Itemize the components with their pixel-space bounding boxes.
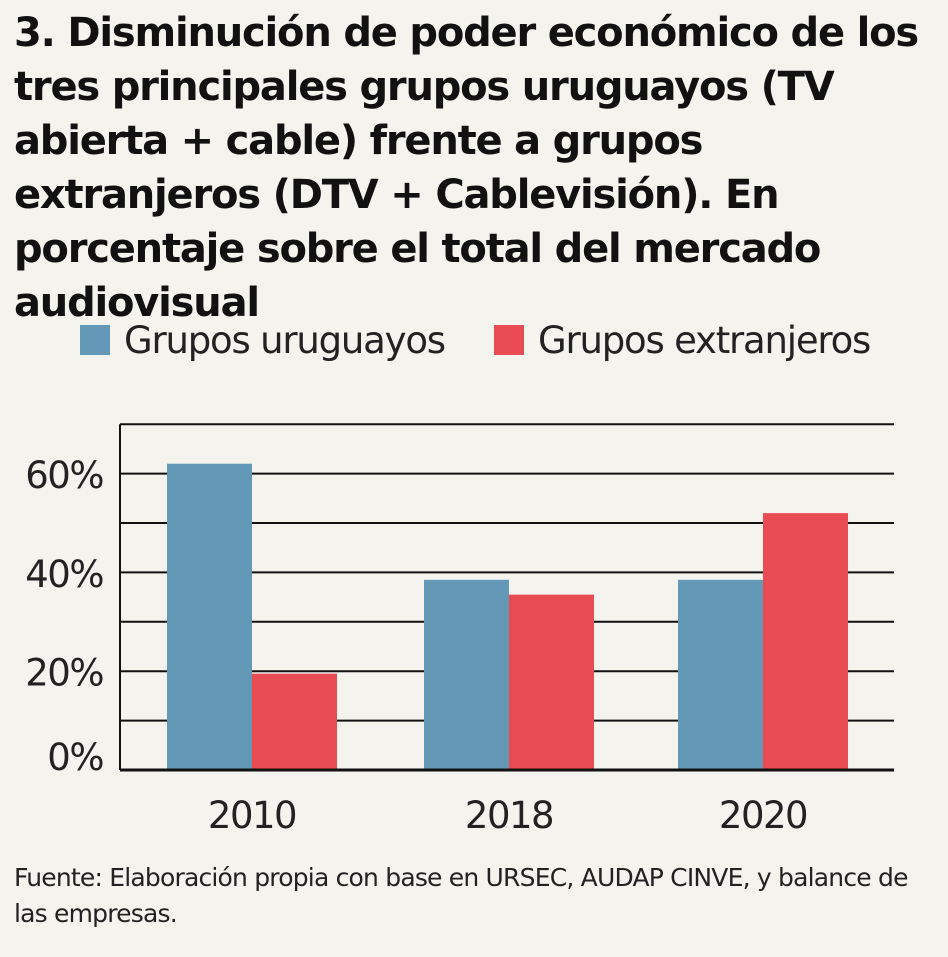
y-tick-label: 20% xyxy=(25,652,103,695)
legend-label-uruguayos: Grupos uruguayos xyxy=(124,318,446,362)
bar-chart: 0% 20% 40% 60% 2010 2018 2020 xyxy=(0,400,948,850)
legend-swatch-uruguayos xyxy=(80,325,110,355)
bar-chart-svg: 0% 20% 40% 60% 2010 2018 2020 xyxy=(25,423,894,837)
y-tick-label: 40% xyxy=(25,553,103,596)
bar-extranjeros-2010 xyxy=(252,673,337,770)
legend-label-extranjeros: Grupos extranjeros xyxy=(538,318,871,362)
bar-uruguayos-2010 xyxy=(167,463,252,770)
chart-title: 3. Disminución de poder económico de los… xyxy=(14,10,919,326)
source-note: Fuente: Elaboración propia con base en U… xyxy=(14,863,908,928)
bar-uruguayos-2018 xyxy=(424,579,509,770)
bar-extranjeros-2020 xyxy=(763,513,848,770)
legend-item-extranjeros: Grupos extranjeros xyxy=(494,310,871,370)
y-tick-label: 60% xyxy=(25,454,103,497)
legend-item-uruguayos: Grupos uruguayos xyxy=(80,310,446,370)
bar-extranjeros-2018 xyxy=(509,594,594,770)
bar-uruguayos-2020 xyxy=(678,579,763,770)
x-tick-label: 2010 xyxy=(208,794,296,837)
y-tick-label: 0% xyxy=(47,736,103,779)
x-tick-label: 2020 xyxy=(719,794,807,837)
legend: Grupos uruguayos Grupos extranjeros xyxy=(0,310,948,370)
x-tick-label: 2018 xyxy=(465,794,553,837)
legend-swatch-extranjeros xyxy=(494,325,524,355)
